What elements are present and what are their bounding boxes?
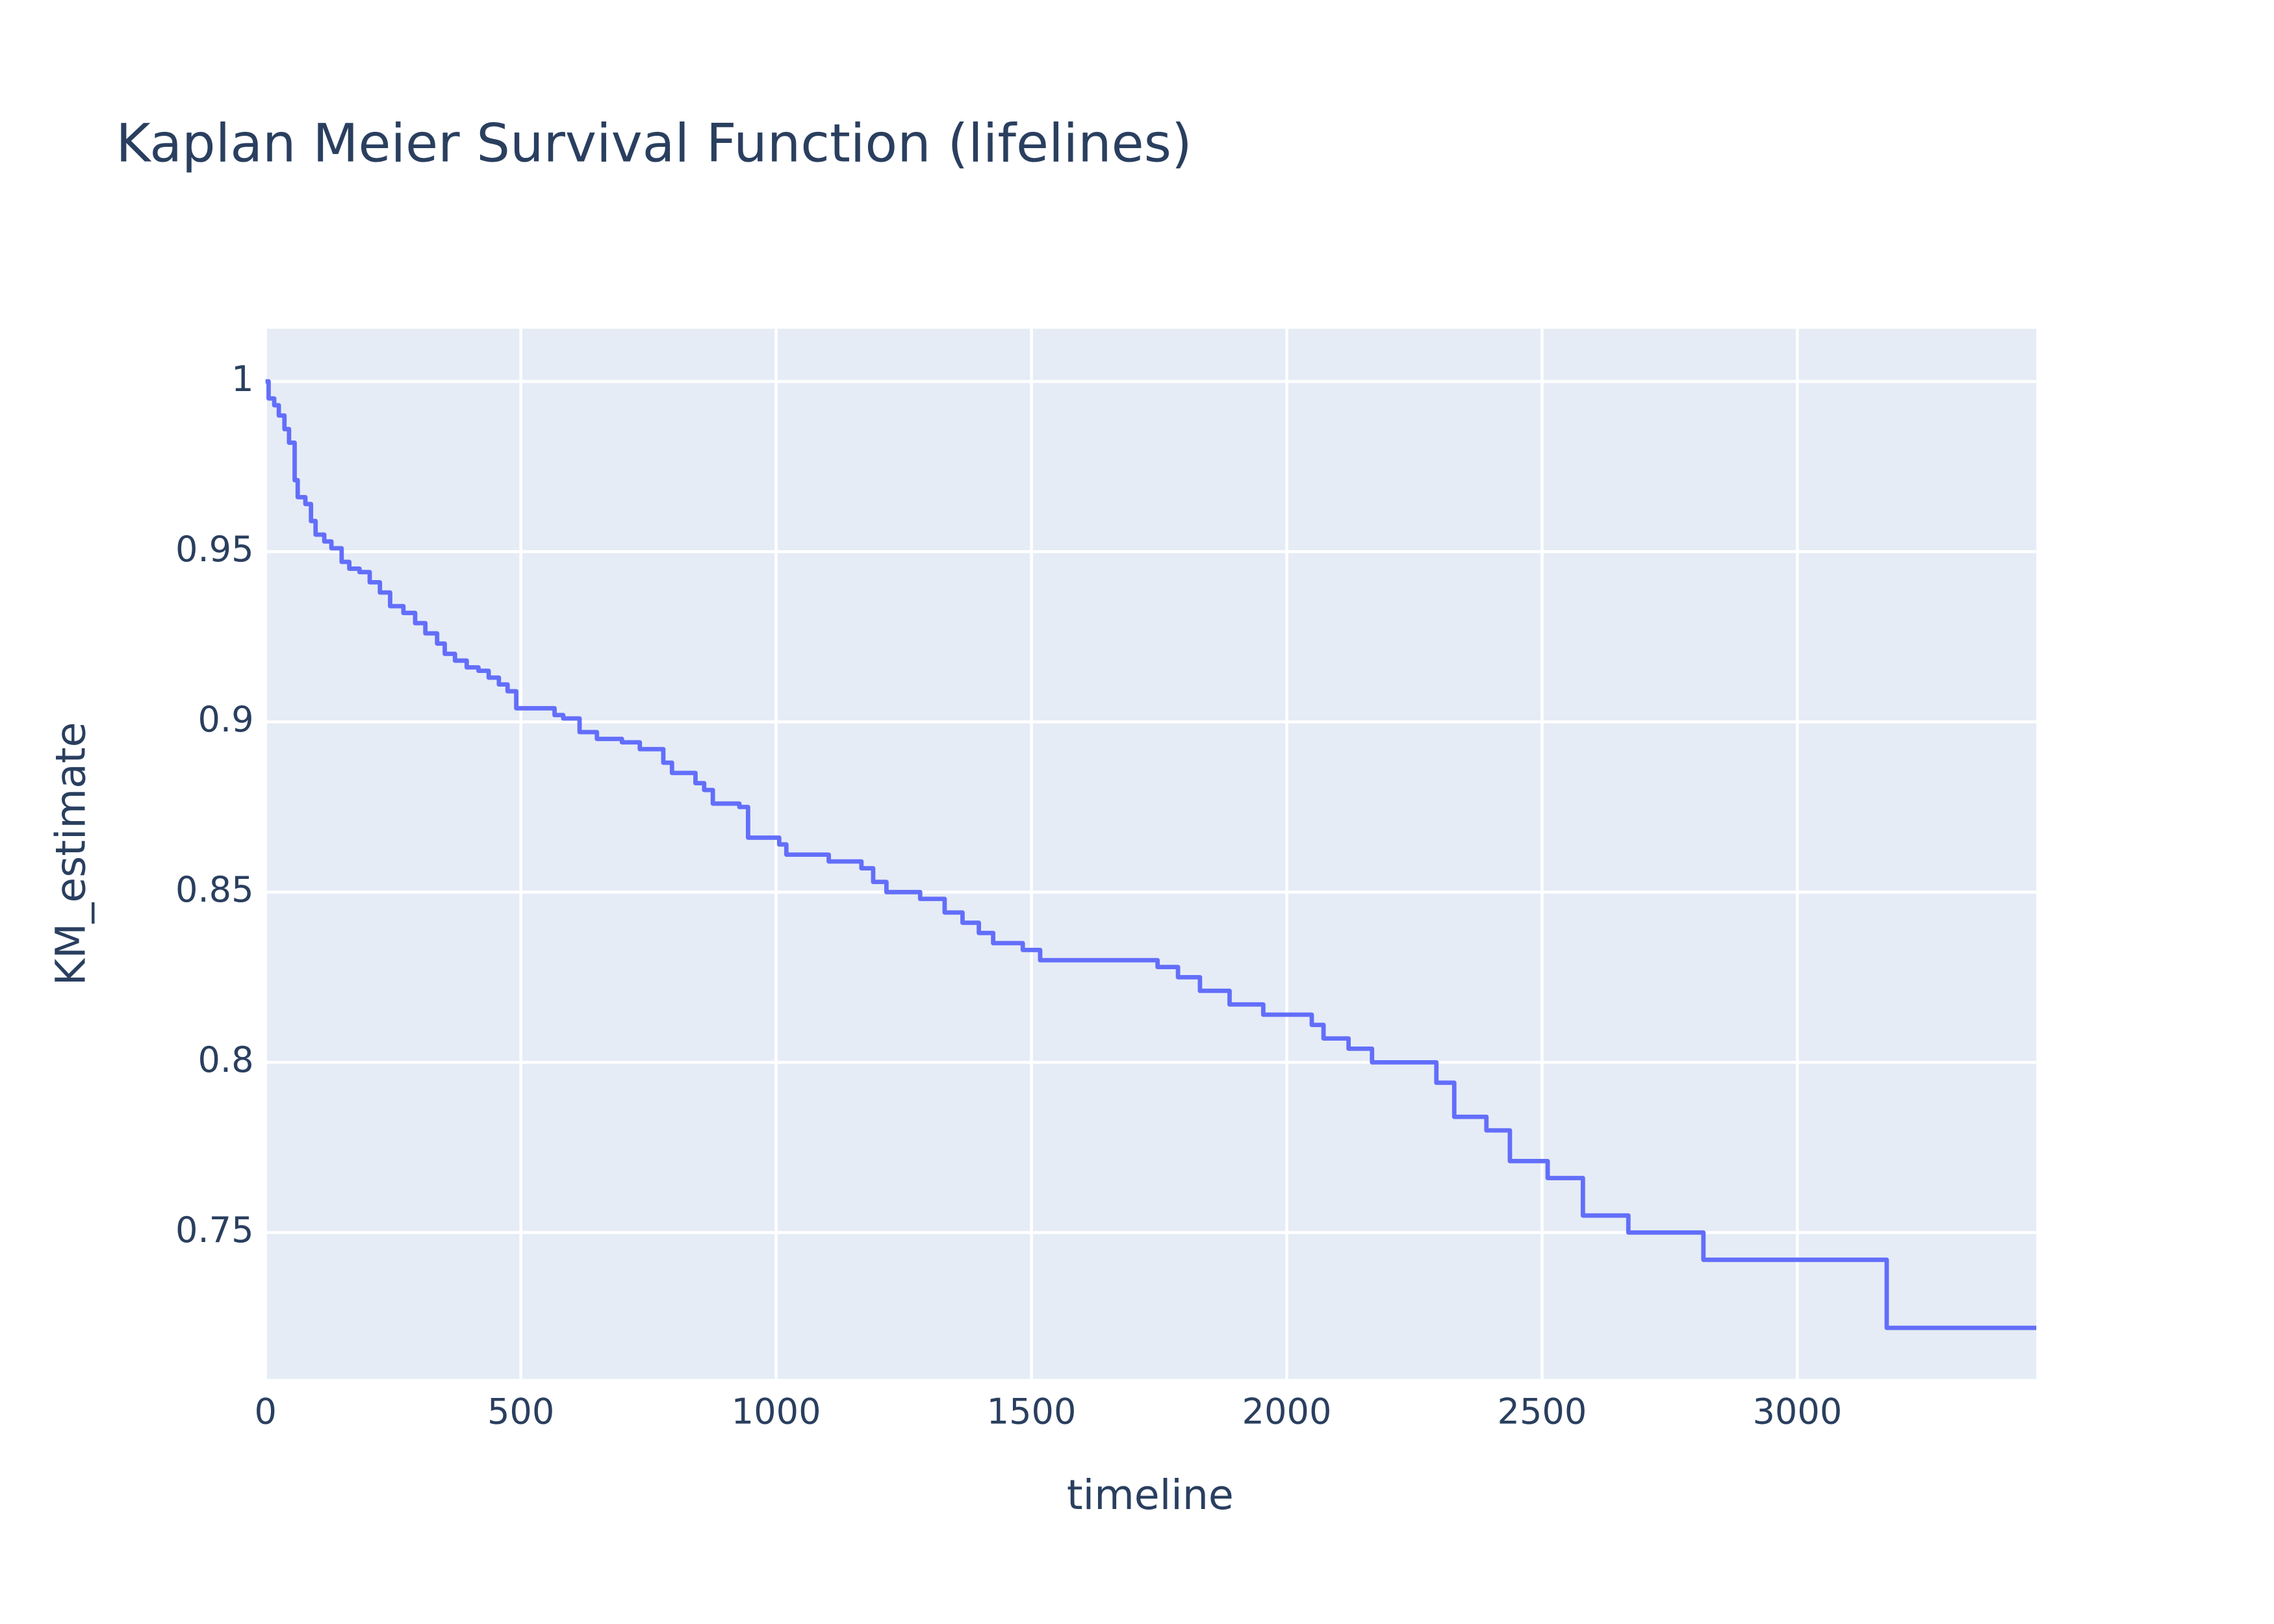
- survival-line: [265, 379, 2037, 1330]
- x-tick-label: 2500: [1497, 1391, 1587, 1432]
- x-tick-label: 1000: [732, 1391, 821, 1432]
- y-tick-label: 0.95: [175, 529, 254, 570]
- x-tick-label: 0: [254, 1391, 276, 1432]
- chart-title: Kaplan Meier Survival Function (lifeline…: [116, 113, 1192, 174]
- y-tick-label: 0.85: [175, 869, 254, 910]
- plot-background: [265, 328, 2037, 1379]
- x-tick-label: 2000: [1242, 1391, 1332, 1432]
- x-tick-label: 500: [487, 1391, 554, 1432]
- y-axis-label: KM_estimate: [46, 722, 94, 985]
- y-tick-label: 0.9: [198, 699, 253, 740]
- y-tick-label: 1: [231, 359, 253, 400]
- x-axis-label: timeline: [1067, 1471, 1234, 1519]
- y-tick-label: 0.75: [175, 1210, 254, 1250]
- x-tick-label: 1500: [987, 1391, 1077, 1432]
- y-tick-label: 0.8: [198, 1039, 253, 1080]
- x-tick-label: 3000: [1752, 1391, 1842, 1432]
